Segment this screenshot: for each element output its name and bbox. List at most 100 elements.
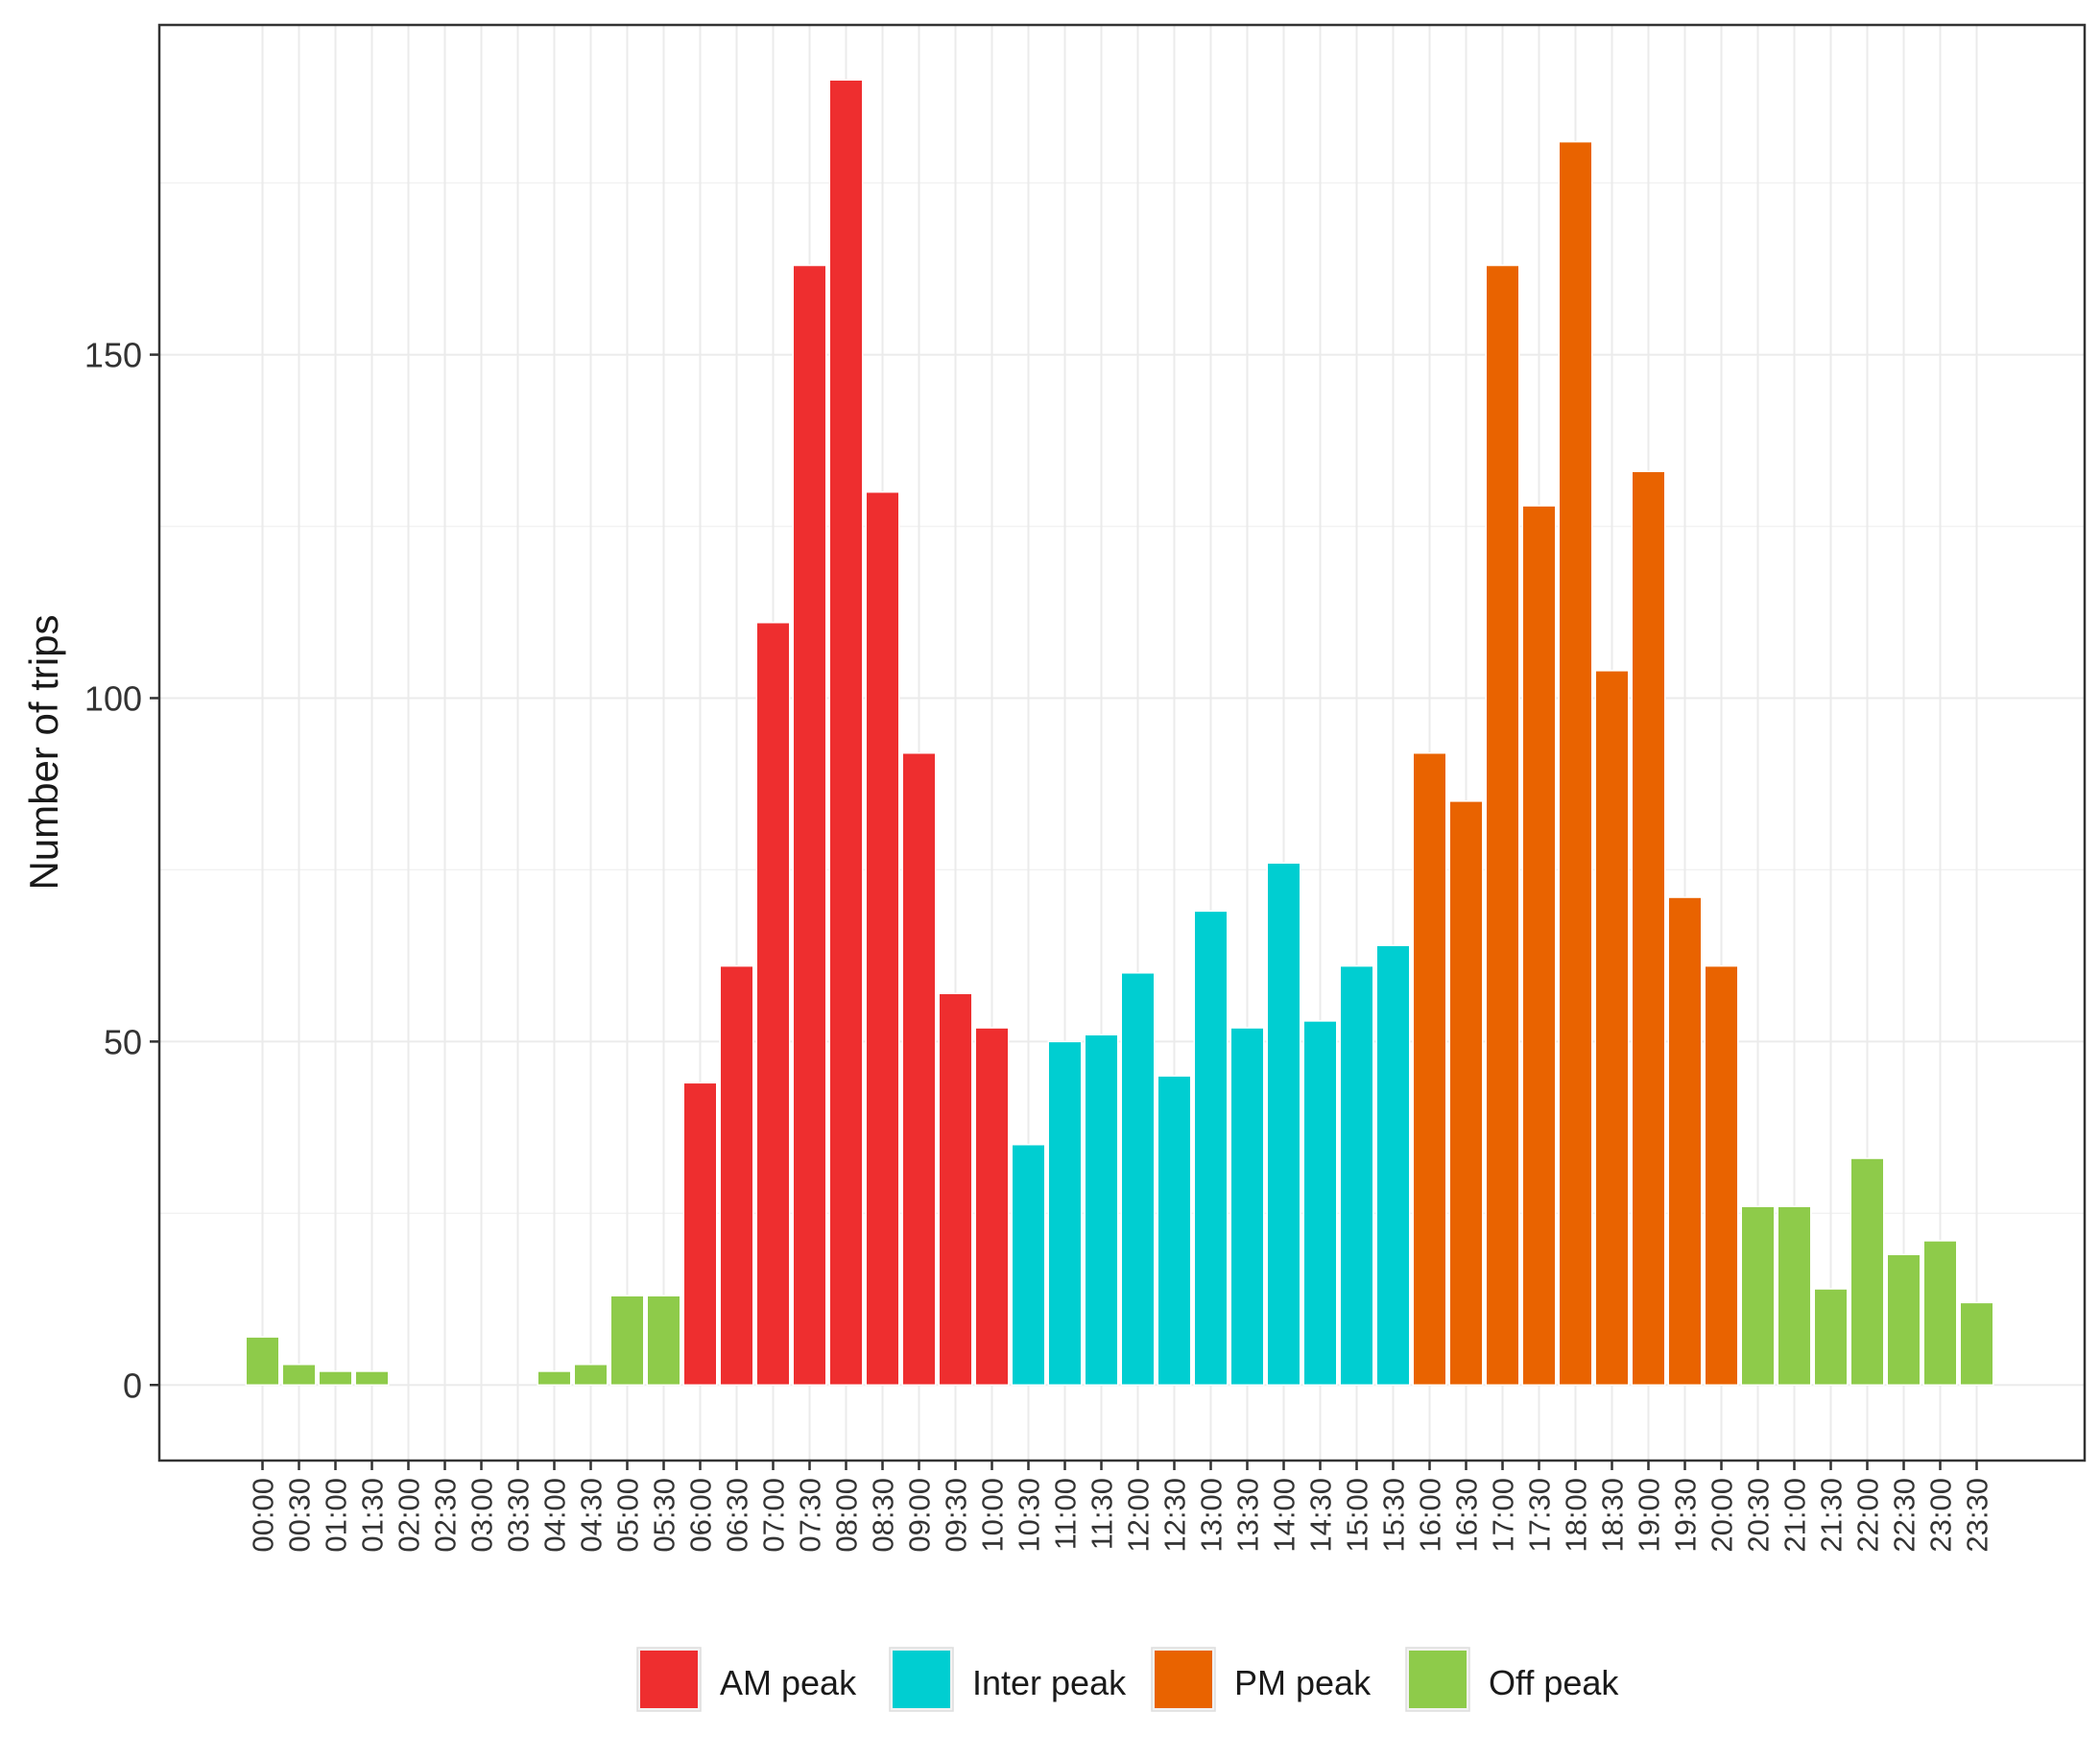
bar-1500 [1339,964,1374,1387]
bar-1700 [1485,264,1520,1387]
bar-1730 [1521,505,1557,1387]
bar-0030 [281,1364,317,1387]
x-tick-label: 19:30 [1669,1478,1703,1553]
bar-2300 [1922,1240,1958,1387]
legend-swatch [1409,1651,1467,1708]
bar-0900 [901,751,937,1387]
x-tick-label: 18:00 [1560,1478,1593,1553]
y-tick-label: 0 [123,1366,142,1405]
bar-2000 [1704,964,1739,1387]
bar-1000 [974,1027,1010,1387]
x-tick-label: 10:00 [976,1478,1010,1553]
bar-1300 [1193,910,1229,1387]
y-tick-label: 50 [104,1022,142,1061]
bar-1230 [1157,1075,1192,1387]
bar-0700 [755,621,791,1387]
bar-0400 [537,1370,572,1387]
bar-2030 [1740,1205,1776,1387]
legend-label: AM peak [720,1663,857,1702]
bar-2130 [1813,1288,1849,1387]
x-tick-label: 00:30 [283,1478,317,1553]
legend-item-pm-peak: PM peak [1151,1647,1372,1712]
x-tick-label: 18:30 [1596,1478,1630,1553]
bar-0100 [318,1370,353,1387]
x-tick-label: 11:30 [1086,1478,1119,1550]
bar-1800 [1558,140,1593,1387]
bar-0530 [646,1295,681,1387]
bar-1830 [1594,670,1630,1387]
x-tick-label: 20:30 [1742,1478,1776,1553]
x-tick-label: 01:30 [356,1478,390,1553]
x-tick-label: 15:00 [1341,1478,1374,1553]
bar-1900 [1631,470,1666,1387]
bar-1200 [1120,972,1156,1387]
legend-item-am-peak: AM peak [636,1647,857,1712]
bar-0600 [682,1082,718,1387]
x-tick-label: 23:00 [1924,1478,1958,1553]
bar-2330 [1959,1301,1994,1387]
bar-2200 [1849,1157,1885,1387]
x-tick-label: 13:00 [1195,1478,1229,1553]
x-tick-label: 03:00 [465,1478,499,1553]
legend-item-inter-peak: Inter peak [889,1647,1127,1712]
bars-group [245,79,1994,1387]
bar-0130 [354,1370,390,1387]
x-axis: 00:00 00:30 01:00 01:30 02:00 02:30 03:00 03:30… [247,1461,1994,1553]
bar-1530 [1375,944,1411,1387]
x-tick-label: 16:30 [1450,1478,1484,1553]
x-tick-label: 05:00 [611,1478,645,1553]
bar-2100 [1777,1205,1812,1387]
x-tick-label: 05:30 [648,1478,681,1553]
x-tick-label: 09:30 [940,1478,973,1553]
legend-label: PM peak [1234,1663,1372,1702]
x-tick-label: 07:30 [794,1478,827,1553]
x-tick-label: 07:00 [757,1478,791,1553]
y-axis-label: Number of trips [21,614,66,890]
bar-0800 [828,79,864,1387]
x-tick-label: 12:30 [1158,1478,1192,1553]
legend-item-off-peak: Off peak [1405,1647,1619,1712]
x-tick-label: 03:30 [502,1478,536,1553]
x-tick-label: 21:00 [1778,1478,1812,1553]
bar-0500 [609,1295,645,1387]
y-tick-label: 100 [84,678,142,718]
x-tick-label: 10:30 [1013,1478,1046,1553]
y-axis: 0 50 100 150 [84,336,159,1405]
x-tick-label: 06:00 [684,1478,718,1553]
legend-label: Inter peak [972,1663,1127,1702]
x-tick-label: 00:00 [247,1478,280,1553]
x-tick-label: 14:30 [1304,1478,1338,1553]
x-tick-label: 15:30 [1377,1478,1411,1553]
x-tick-label: 20:00 [1706,1478,1739,1553]
bar-1400 [1266,862,1301,1387]
x-tick-label: 02:30 [429,1478,463,1553]
x-tick-label: 17:00 [1487,1478,1520,1553]
x-tick-label: 22:30 [1888,1478,1921,1553]
bar-2230 [1886,1253,1921,1387]
bar-1130 [1084,1034,1119,1387]
x-tick-label: 12:00 [1122,1478,1156,1553]
bar-1630 [1448,800,1484,1387]
x-tick-label: 04:30 [575,1478,609,1553]
x-tick-label: 22:00 [1851,1478,1885,1553]
bar-0630 [719,964,754,1387]
x-tick-label: 21:30 [1815,1478,1849,1553]
bar-0000 [245,1336,280,1387]
bar-1330 [1229,1027,1265,1387]
x-tick-label: 23:30 [1961,1478,1994,1553]
legend: AM peak Inter peak PM peak Off peak [636,1647,1619,1712]
bar-1930 [1667,896,1703,1387]
x-tick-label: 16:00 [1414,1478,1447,1553]
x-tick-label: 06:30 [721,1478,754,1553]
x-tick-label: 04:00 [538,1478,572,1553]
x-tick-label: 08:30 [867,1478,900,1553]
bar-1100 [1047,1040,1083,1387]
legend-swatch [893,1651,950,1708]
x-tick-label: 19:00 [1633,1478,1666,1553]
x-tick-label: 17:30 [1523,1478,1557,1553]
bar-1030 [1011,1143,1046,1387]
x-tick-label: 09:00 [903,1478,937,1553]
bar-1600 [1412,751,1447,1387]
legend-swatch [1155,1651,1212,1708]
